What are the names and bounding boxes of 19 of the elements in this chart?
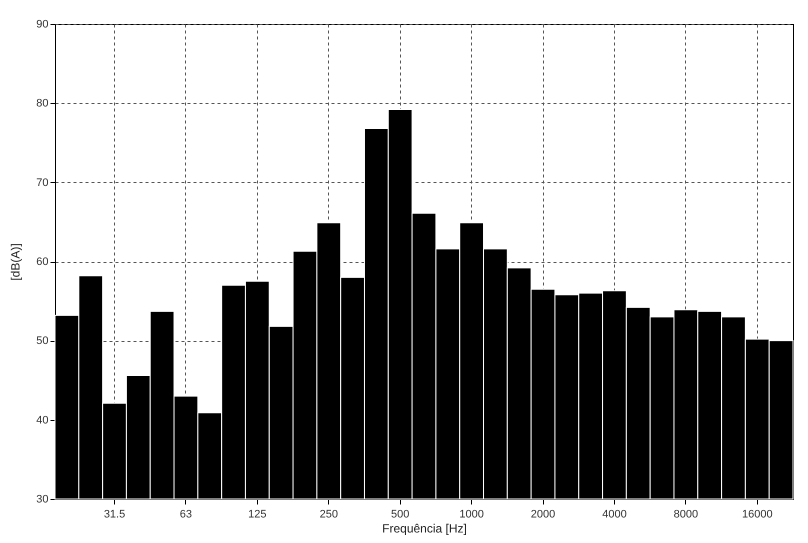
- y-tick-label: 80: [36, 98, 48, 110]
- y-tick-label: 50: [36, 335, 48, 348]
- x-tick-label: 4000: [602, 508, 627, 520]
- y-axis-title: [dB(A)]: [8, 243, 22, 281]
- x-tick-label: 8000: [674, 508, 698, 520]
- x-tick-label: 31.5: [104, 508, 126, 520]
- y-tick-label: 90: [36, 18, 48, 30]
- x-axis-title: Frequência [Hz]: [382, 522, 467, 536]
- y-tick-label: 40: [36, 414, 48, 426]
- y-tick-label: 30: [36, 494, 48, 506]
- y-tick-label: 70: [36, 176, 48, 189]
- x-tick-label: 250: [320, 508, 338, 520]
- x-tick-label: 16000: [742, 508, 773, 520]
- y-tick-label: 60: [36, 256, 48, 268]
- x-tick-label: 2000: [530, 508, 556, 520]
- x-tick-label: 63: [180, 508, 192, 520]
- x-tick-label: 500: [391, 508, 410, 520]
- x-tick-label: 125: [248, 508, 267, 520]
- x-tick-label: 1000: [459, 508, 484, 520]
